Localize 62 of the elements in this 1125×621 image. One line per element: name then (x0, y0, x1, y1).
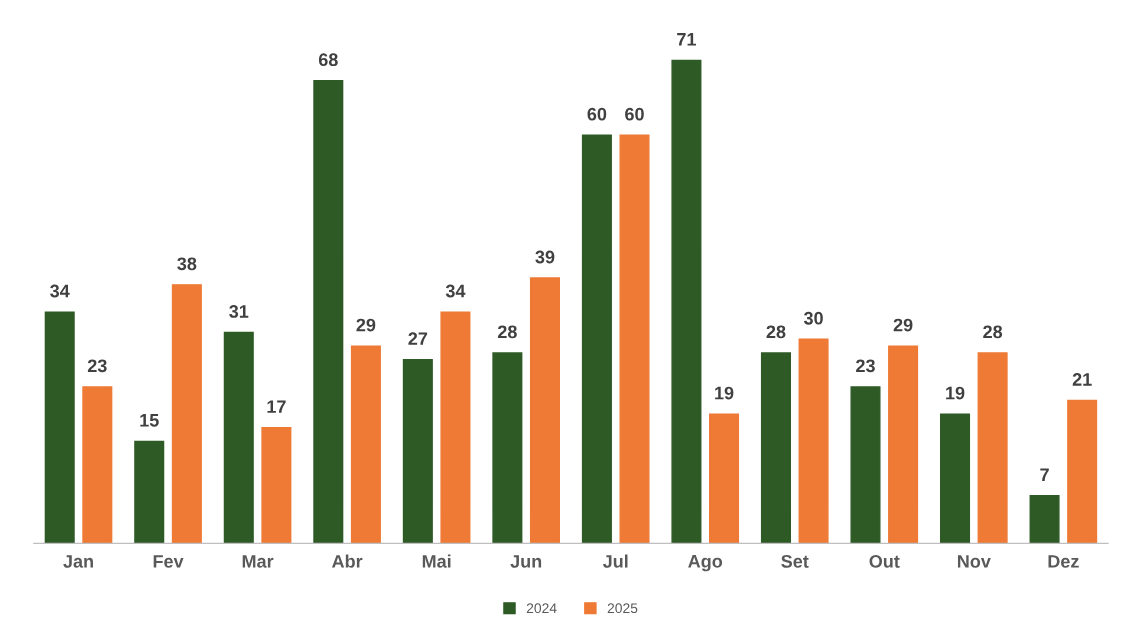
data-label: 29 (893, 318, 913, 332)
bar (350, 345, 381, 544)
bar (82, 386, 113, 544)
x-tick-label: Jun (510, 555, 542, 568)
bar (619, 134, 650, 544)
bar (760, 352, 791, 544)
x-tick-label: Abr (332, 554, 363, 568)
bar (402, 359, 433, 544)
x-tick-label: Jul (602, 554, 628, 568)
bar (313, 80, 344, 544)
bar (581, 134, 612, 544)
bar (671, 59, 702, 544)
data-label: 7 (1040, 468, 1049, 481)
x-tick-label: Set (781, 554, 809, 568)
bar (850, 386, 881, 544)
bar (223, 331, 254, 544)
x-tick-label: Dez (1048, 555, 1079, 568)
bar (798, 338, 829, 544)
x-tick-label: Fev (153, 555, 184, 568)
x-tick-label: Mai (422, 554, 451, 568)
data-label: 15 (140, 414, 159, 427)
data-label: 30 (803, 311, 823, 325)
data-label: 31 (229, 305, 249, 318)
data-label: 38 (177, 257, 197, 271)
x-tick-label: Jan (63, 555, 93, 568)
data-label: 23 (856, 359, 875, 373)
bar (492, 352, 523, 544)
data-label: 28 (983, 325, 1003, 339)
bar (977, 352, 1008, 544)
data-label: 19 (946, 386, 965, 400)
bar (888, 345, 919, 544)
data-label: 68 (318, 53, 338, 67)
data-label: 71 (677, 33, 696, 46)
bar (134, 440, 165, 544)
x-tick-label: Out (869, 554, 900, 568)
x-tick-label: Ago (688, 555, 723, 572)
bar (44, 311, 75, 544)
legend-label: 2024 (526, 603, 557, 614)
data-label: 60 (587, 107, 607, 121)
bar (709, 413, 740, 544)
bar (529, 277, 560, 544)
data-label: 28 (497, 325, 517, 339)
data-label: 39 (535, 250, 555, 264)
data-label: 21 (1072, 373, 1092, 386)
data-label: 29 (356, 318, 376, 332)
bar (261, 427, 292, 544)
data-label: 34 (445, 284, 466, 298)
legend-label: 2025 (607, 603, 638, 614)
x-tick-label: Mar (242, 555, 274, 568)
x-tick-label: Nov (957, 555, 991, 568)
data-label: 27 (408, 332, 428, 345)
data-label: 60 (625, 107, 644, 121)
bar (171, 284, 202, 544)
bar (1067, 399, 1098, 544)
data-label: 19 (715, 386, 734, 400)
bar (440, 311, 471, 544)
data-label: 28 (766, 325, 786, 339)
bar (1029, 495, 1060, 544)
data-label: 23 (87, 359, 107, 373)
data-label: 34 (50, 284, 70, 298)
bar (940, 413, 971, 544)
data-label: 17 (267, 400, 286, 413)
